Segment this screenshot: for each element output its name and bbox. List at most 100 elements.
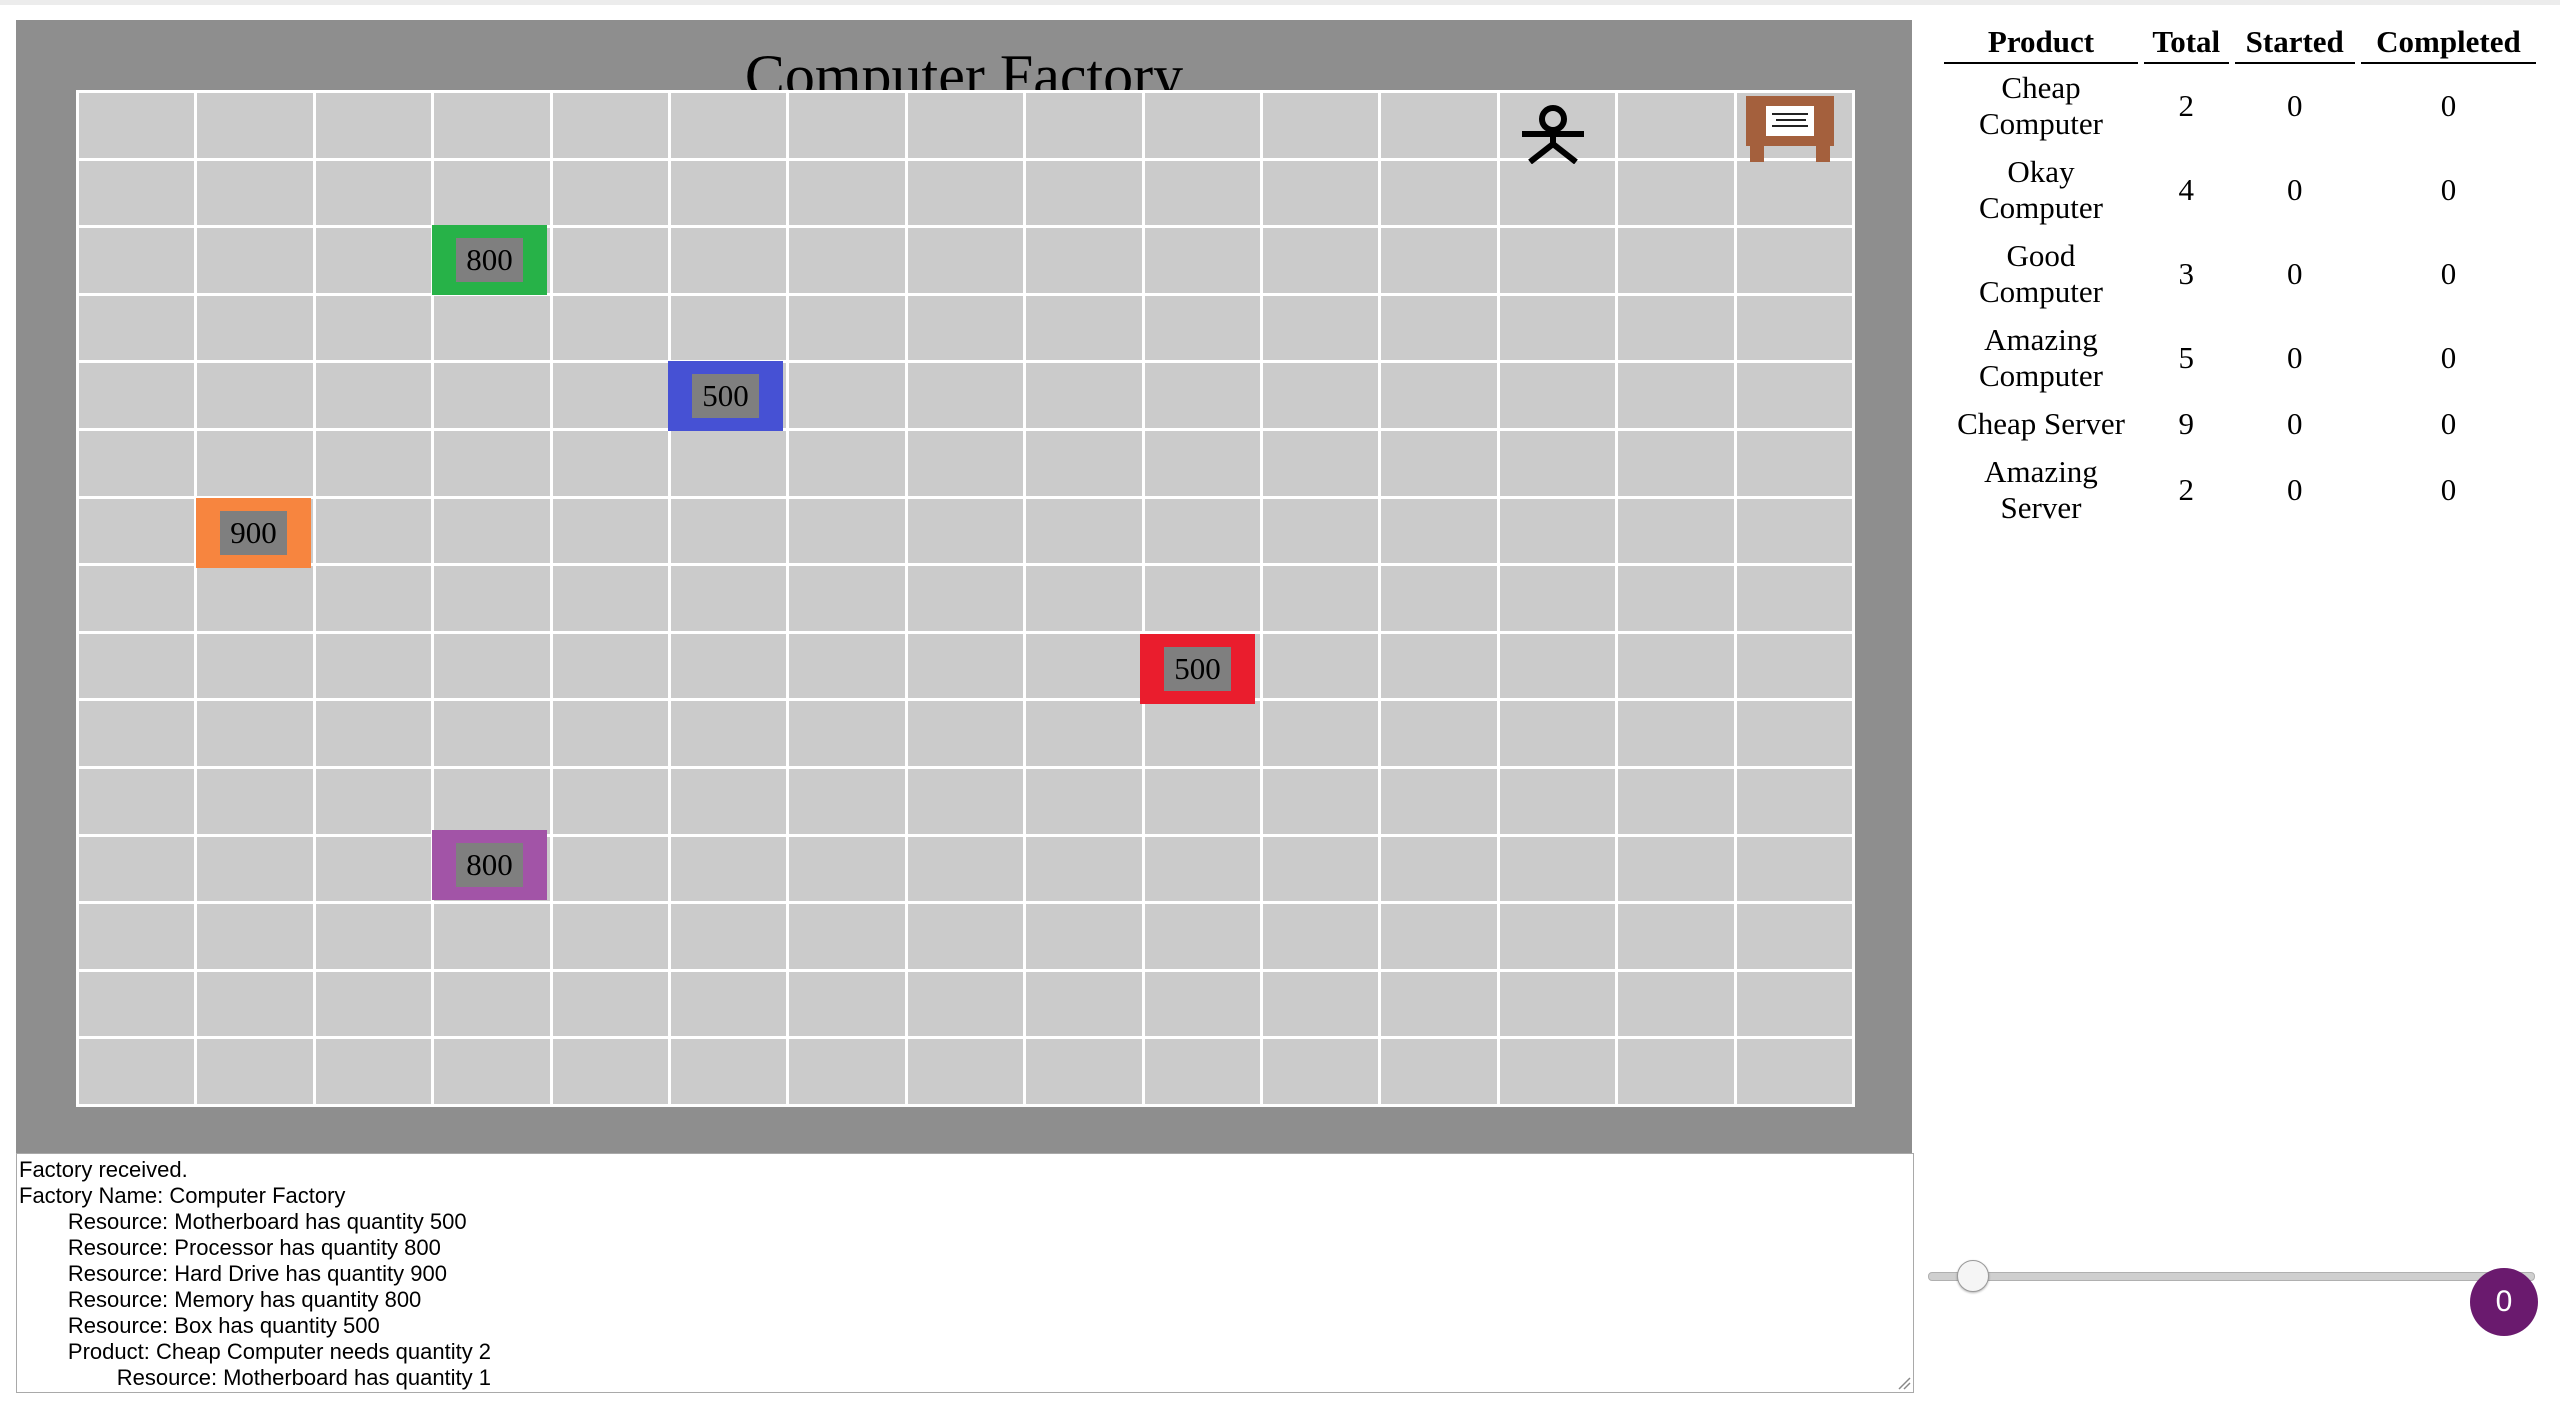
grid-cell[interactable] <box>434 295 550 361</box>
grid-cell[interactable] <box>1499 701 1616 766</box>
grid-cell[interactable] <box>1618 971 1734 1037</box>
grid-cell[interactable] <box>1736 1039 1852 1104</box>
grid-cell[interactable] <box>552 160 668 226</box>
grid-cell[interactable] <box>1499 498 1616 564</box>
grid-cell[interactable] <box>552 836 668 902</box>
grid-cell[interactable] <box>789 160 905 226</box>
grid-cell[interactable] <box>1381 430 1497 496</box>
grid-cell[interactable] <box>907 701 1024 766</box>
grid-cell[interactable] <box>1381 498 1497 564</box>
grid-cell[interactable] <box>197 633 313 699</box>
grid-cell[interactable] <box>1263 1039 1379 1104</box>
grid-cell[interactable] <box>671 633 787 699</box>
grid-cell[interactable] <box>907 566 1024 631</box>
grid-cell[interactable] <box>1618 430 1734 496</box>
grid-cell[interactable] <box>315 498 432 564</box>
grid-cell[interactable] <box>1263 836 1379 902</box>
grid-cell[interactable] <box>1381 160 1497 226</box>
grid-cell[interactable] <box>1144 295 1260 361</box>
grid-cell[interactable] <box>552 430 668 496</box>
grid-cell[interactable] <box>1736 904 1852 969</box>
grid-cell[interactable] <box>1263 701 1379 766</box>
speed-slider[interactable] <box>1928 1272 2535 1281</box>
grid-cell[interactable] <box>907 93 1024 158</box>
grid-cell[interactable] <box>1499 566 1616 631</box>
grid-cell[interactable] <box>315 363 432 428</box>
grid-cell[interactable] <box>79 498 195 564</box>
grid-cell[interactable] <box>434 701 550 766</box>
grid-cell[interactable] <box>671 498 787 564</box>
grid-cell[interactable] <box>1026 363 1142 428</box>
grid-cell[interactable] <box>1736 498 1852 564</box>
grid-cell[interactable] <box>907 836 1024 902</box>
grid-cell[interactable] <box>1144 836 1260 902</box>
grid-cell[interactable] <box>671 836 787 902</box>
grid-cell[interactable] <box>1026 904 1142 969</box>
grid-cell[interactable] <box>79 93 195 158</box>
grid-cell[interactable] <box>1263 971 1379 1037</box>
grid-cell[interactable] <box>1026 430 1142 496</box>
grid-cell[interactable] <box>315 228 432 293</box>
grid-cell[interactable] <box>1736 836 1852 902</box>
grid-cell[interactable] <box>1026 228 1142 293</box>
grid-cell[interactable] <box>1499 363 1616 428</box>
grid-cell[interactable] <box>79 363 195 428</box>
resource-box[interactable]: 500 <box>1140 634 1255 704</box>
grid-cell[interactable] <box>671 93 787 158</box>
grid-cell[interactable] <box>79 701 195 766</box>
grid-cell[interactable] <box>671 768 787 834</box>
grid-cell[interactable] <box>1263 768 1379 834</box>
grid-cell[interactable] <box>434 363 550 428</box>
grid-cell[interactable] <box>315 295 432 361</box>
grid-cell[interactable] <box>1499 836 1616 902</box>
grid-cell[interactable] <box>907 295 1024 361</box>
grid-cell[interactable] <box>1263 228 1379 293</box>
grid-cell[interactable] <box>552 633 668 699</box>
grid-cell[interactable] <box>1144 768 1260 834</box>
grid-cell[interactable] <box>1381 295 1497 361</box>
grid-cell[interactable] <box>1026 93 1142 158</box>
worker-icon[interactable] <box>1516 104 1590 165</box>
grid-cell[interactable] <box>789 498 905 564</box>
grid-cell[interactable] <box>1736 430 1852 496</box>
grid-cell[interactable] <box>1263 904 1379 969</box>
grid-cell[interactable] <box>197 768 313 834</box>
grid-cell[interactable] <box>671 1039 787 1104</box>
grid-cell[interactable] <box>552 904 668 969</box>
grid-cell[interactable] <box>197 160 313 226</box>
grid-cell[interactable] <box>1026 498 1142 564</box>
grid-cell[interactable] <box>197 566 313 631</box>
grid-cell[interactable] <box>907 633 1024 699</box>
grid-cell[interactable] <box>79 228 195 293</box>
grid-cell[interactable] <box>1381 228 1497 293</box>
grid-cell[interactable] <box>552 971 668 1037</box>
grid-cell[interactable] <box>1381 836 1497 902</box>
grid-cell[interactable] <box>1263 363 1379 428</box>
grid-cell[interactable] <box>789 904 905 969</box>
grid-cell[interactable] <box>1026 295 1142 361</box>
grid-cell[interactable] <box>1618 295 1734 361</box>
grid-cell[interactable] <box>1144 701 1260 766</box>
grid-cell[interactable] <box>907 430 1024 496</box>
grid-cell[interactable] <box>1263 430 1379 496</box>
grid-cell[interactable] <box>434 93 550 158</box>
grid-cell[interactable] <box>671 430 787 496</box>
grid-cell[interactable] <box>1381 566 1497 631</box>
grid-cell[interactable] <box>671 904 787 969</box>
grid-cell[interactable] <box>1144 1039 1260 1104</box>
grid-cell[interactable] <box>1026 701 1142 766</box>
resize-grip-icon[interactable] <box>1897 1376 1911 1390</box>
grid-cell[interactable] <box>552 228 668 293</box>
grid-cell[interactable] <box>79 633 195 699</box>
grid-cell[interactable] <box>1381 1039 1497 1104</box>
grid-cell[interactable] <box>1144 160 1260 226</box>
grid-cell[interactable] <box>79 768 195 834</box>
grid-cell[interactable] <box>1381 363 1497 428</box>
grid-cell[interactable] <box>1026 971 1142 1037</box>
grid-cell[interactable] <box>1618 836 1734 902</box>
grid-cell[interactable] <box>1736 160 1852 226</box>
grid-cell[interactable] <box>789 228 905 293</box>
grid-cell[interactable] <box>789 430 905 496</box>
grid-cell[interactable] <box>79 971 195 1037</box>
grid-cell[interactable] <box>79 904 195 969</box>
